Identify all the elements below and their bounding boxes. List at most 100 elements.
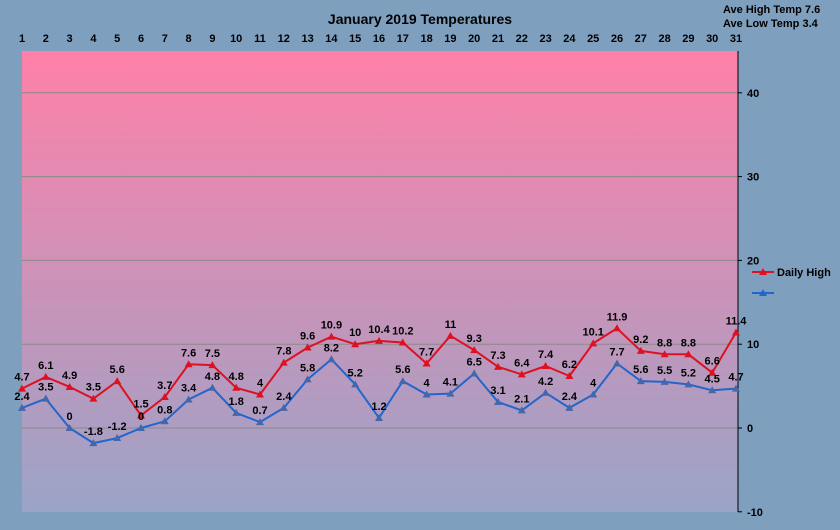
- point-s0-d1: [18, 384, 26, 392]
- x-tick-label-30: 30: [706, 33, 718, 45]
- point-s0-d4: [89, 394, 98, 402]
- point-s1-d3: [65, 424, 74, 431]
- point-s1-d8: [184, 395, 193, 403]
- data-label-s0-d8: 7.6: [181, 347, 196, 359]
- data-label-s0-d28: 8.8: [657, 337, 672, 349]
- data-label-s0-d11: 4: [257, 377, 264, 389]
- data-label-s0-d1: 4.7: [14, 372, 29, 384]
- x-tick-label-5: 5: [114, 33, 120, 45]
- data-label-s0-d24: 6.2: [562, 359, 577, 371]
- data-label-s0-d14: 10.9: [321, 320, 342, 332]
- data-label-s0-d9: 7.5: [205, 348, 220, 360]
- chart-title: January 2019 Temperatures: [328, 11, 512, 27]
- point-s0-d9: [208, 361, 217, 369]
- data-label-s1-d20: 6.5: [467, 357, 482, 369]
- data-label-s1-d1: 2.4: [14, 391, 30, 403]
- data-label-s1-d23: 4.2: [538, 376, 553, 388]
- legend-label-high: Daily High: [777, 267, 831, 279]
- legend-marker-low: [759, 289, 767, 296]
- point-s1-d30: [708, 386, 717, 394]
- x-tick-label-25: 25: [587, 33, 599, 45]
- series-layer: [18, 324, 740, 447]
- point-s1-d21: [494, 398, 502, 406]
- point-s0-d10: [232, 383, 241, 391]
- x-tick-label-22: 22: [516, 33, 528, 45]
- data-label-s1-d31: 4.7: [728, 372, 743, 384]
- point-s0-d15: [351, 340, 360, 348]
- x-tick-label-17: 17: [397, 33, 409, 45]
- data-label-s1-d30: 4.5: [705, 373, 720, 385]
- point-s0-d2: [41, 372, 50, 380]
- point-s0-d26: [613, 324, 621, 332]
- point-s0-d27: [636, 346, 645, 354]
- point-s0-d21: [494, 362, 502, 370]
- point-s0-d12: [279, 358, 288, 366]
- data-label-s0-d23: 7.4: [538, 349, 554, 361]
- data-label-s1-d25: 4: [590, 377, 597, 389]
- x-tick-label-11: 11: [254, 33, 266, 45]
- data-label-s0-d21: 7.3: [490, 350, 505, 362]
- data-label-s1-d18: 4: [424, 377, 431, 389]
- data-label-s1-d29: 5.2: [681, 367, 696, 379]
- point-s1-d12: [279, 403, 288, 411]
- point-s1-d19: [446, 389, 455, 397]
- point-s0-d24: [565, 372, 574, 380]
- data-label-s1-d27: 5.6: [633, 364, 648, 376]
- data-label-s0-d20: 9.3: [467, 333, 482, 345]
- data-label-s1-d26: 7.7: [609, 346, 624, 358]
- x-tick-labels: 1 2 3 4 5 6 7 8 9 10 11 12 13 14 15 16 17 18 19 20 21 22 23 24 2…: [19, 33, 742, 45]
- point-s0-d8: [184, 360, 193, 368]
- y-tick-label--10: -10: [747, 507, 763, 519]
- x-tick-label-29: 29: [682, 33, 694, 45]
- data-label-s0-d16: 10.4: [368, 324, 390, 336]
- ave-low-stat: Ave Low Temp 3.4: [723, 18, 819, 30]
- data-label-s1-d17: 5.6: [395, 364, 410, 376]
- y-tick-label-30: 30: [747, 172, 759, 184]
- x-tick-label-8: 8: [186, 33, 192, 45]
- x-tick-label-3: 3: [67, 33, 73, 45]
- point-s1-d4: [89, 439, 98, 447]
- data-label-s0-d12: 7.8: [276, 346, 291, 358]
- point-s1-d24: [565, 403, 574, 411]
- point-s1-d9: [208, 383, 217, 391]
- data-label-s0-d3: 4.9: [62, 370, 77, 382]
- point-s1-d11: [256, 418, 264, 426]
- point-s1-d14: [327, 355, 336, 363]
- data-label-s1-d11: 0.7: [252, 405, 267, 417]
- point-s0-d14: [327, 332, 336, 340]
- point-s1-d28: [660, 377, 669, 385]
- x-tick-label-16: 16: [373, 33, 385, 45]
- x-tick-label-7: 7: [162, 33, 168, 45]
- x-tick-label-31: 31: [730, 33, 742, 45]
- x-tick-label-12: 12: [278, 33, 290, 45]
- point-s1-d23: [541, 388, 550, 396]
- data-label-s1-d12: 2.4: [276, 391, 292, 403]
- data-label-s0-d29: 8.8: [681, 337, 696, 349]
- point-s0-d29: [684, 350, 693, 358]
- data-label-s1-d13: 5.8: [300, 362, 315, 374]
- x-tick-label-4: 4: [90, 33, 97, 45]
- x-tick-label-10: 10: [230, 33, 242, 45]
- point-s0-d19: [446, 331, 455, 339]
- point-s1-d15: [351, 380, 360, 388]
- point-s0-d3: [65, 382, 74, 390]
- data-label-s1-d24: 2.4: [562, 391, 578, 403]
- y-tick-label-40: 40: [747, 88, 759, 100]
- data-label-s1-d28: 5.5: [657, 365, 672, 377]
- point-s0-d30: [708, 368, 717, 376]
- y-tick-label-20: 20: [747, 255, 759, 267]
- x-tick-label-9: 9: [209, 33, 215, 45]
- ave-high-stat: Ave High Temp 7.6: [723, 4, 820, 16]
- data-label-s0-d19: 11: [445, 319, 457, 331]
- point-s1-d31: [732, 384, 740, 392]
- x-tick-label-2: 2: [43, 33, 49, 45]
- data-label-s1-d5: -1.2: [108, 421, 127, 433]
- gridlines: [22, 92, 738, 429]
- data-label-s0-d18: 7.7: [419, 346, 434, 358]
- x-tick-label-28: 28: [658, 33, 670, 45]
- point-s1-d7: [160, 417, 169, 425]
- point-s1-d25: [589, 390, 598, 398]
- data-label-s0-d5: 5.6: [110, 364, 125, 376]
- y-tick-label-10: 10: [747, 339, 759, 351]
- data-label-s1-d10: 1.8: [229, 396, 244, 408]
